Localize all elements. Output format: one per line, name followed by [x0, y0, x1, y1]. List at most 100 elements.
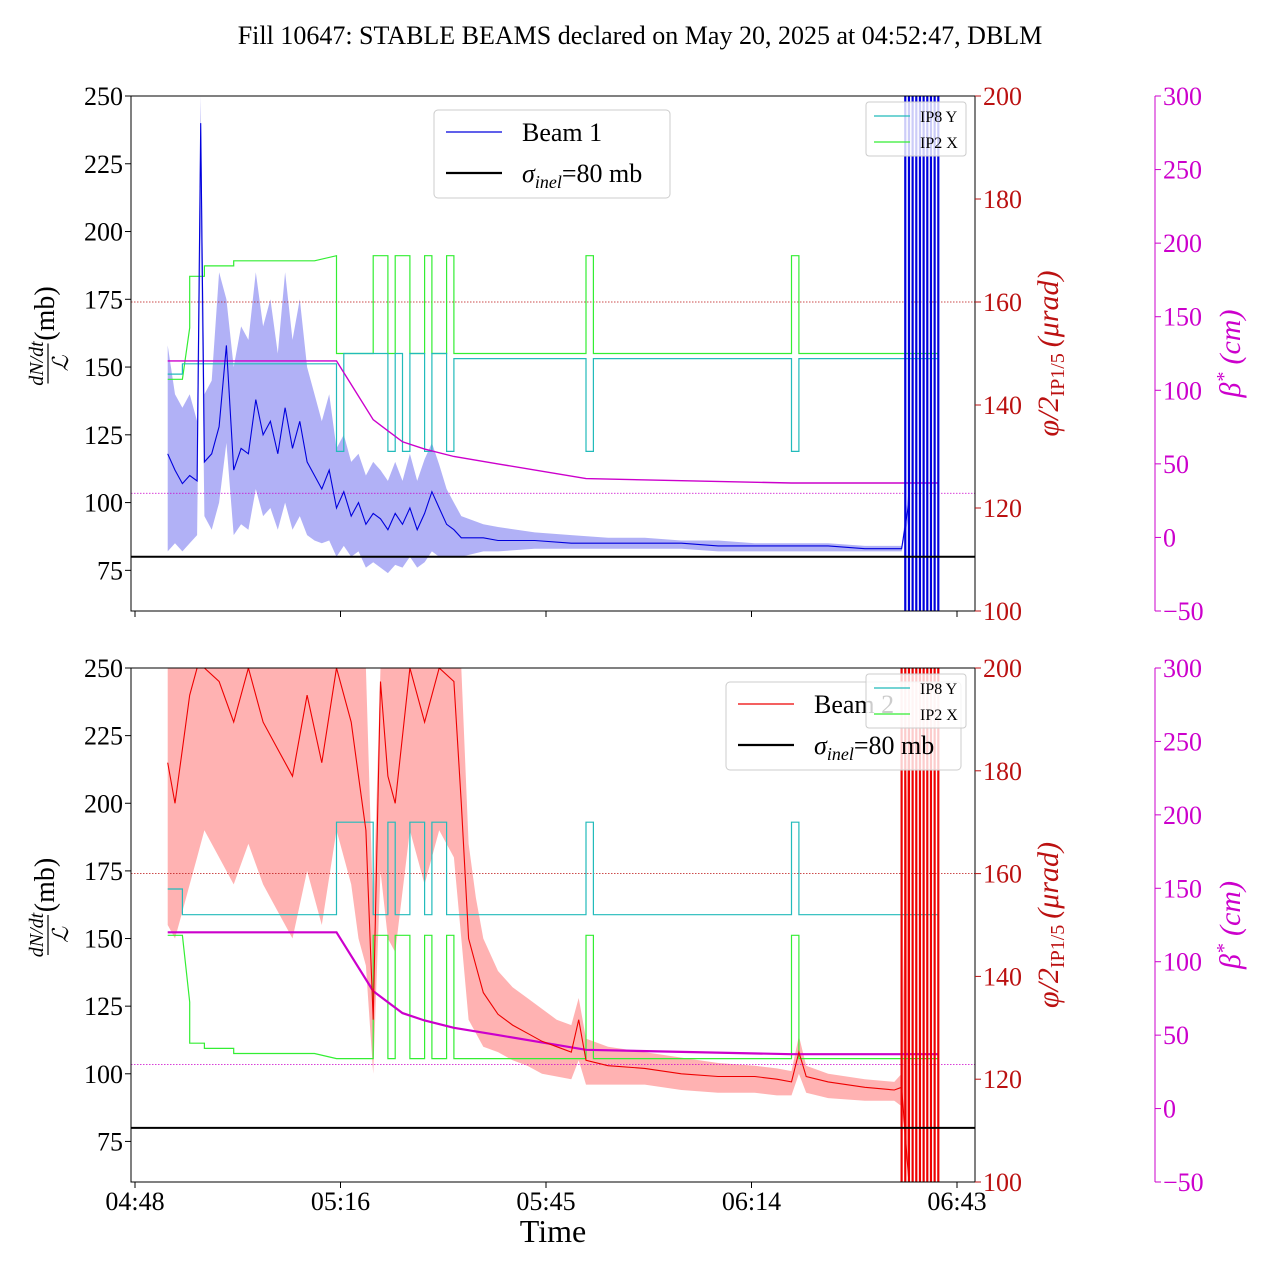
crossing-tick-label: 200	[983, 654, 1022, 683]
small-legend-label: IP2 X	[920, 707, 958, 724]
small-legend-label: IP2 X	[920, 135, 958, 152]
legend-label: Beam 1	[522, 118, 602, 147]
small-legend: IP8 Y IP2 X	[865, 101, 967, 157]
beta-label-sup: *	[1213, 373, 1235, 383]
y-tick-label: 200	[84, 789, 123, 818]
y-tick-label: 200	[84, 218, 123, 247]
legend-label-tail: =80 mb	[854, 731, 934, 760]
x-tick-label: 04:48	[105, 1187, 164, 1216]
legend-label-tail: =80 mb	[562, 159, 642, 188]
beam1-panel: 75 100 125 150 175 200 225 250 100 120 140 160 180 20…	[26, 82, 1247, 626]
y-tick-label: 150	[84, 353, 123, 382]
beta-label-unit: (cm)	[1214, 881, 1247, 936]
legend-label-sub: inel	[535, 172, 562, 192]
y-axis-label: dN/dt ℒ (mb)	[26, 286, 73, 385]
y-tick-label: 225	[84, 150, 123, 179]
beta-tick-label: 150	[1163, 874, 1202, 903]
legend-label-main: σ	[814, 731, 828, 760]
x-tick-label: 05:45	[516, 1187, 575, 1216]
crossing-tick-label: 180	[983, 185, 1022, 214]
crossing-label-main: φ/2	[1032, 968, 1065, 1008]
beam2-panel: 75 100 125 150 175 200 225 250 100 120 140 160 180 20…	[26, 654, 1247, 1197]
legend-label-sub: inel	[827, 744, 854, 764]
beta-tick-label: 250	[1163, 156, 1202, 185]
x-tick-label: 05:16	[311, 1187, 370, 1216]
beta-tick-label: 200	[1163, 229, 1202, 258]
y-tick-label: 125	[84, 421, 123, 450]
crossing-axis-label: φ/2IP1/5 (μrad)	[1032, 270, 1069, 436]
y-tick-label: 175	[84, 285, 123, 314]
y-tick-label: 75	[97, 556, 123, 585]
y-label-denominator: ℒ	[48, 354, 73, 371]
crossing-axis-label: φ/2IP1/5 (μrad)	[1032, 842, 1069, 1008]
y-axis-label: dN/dt ℒ (mb)	[26, 858, 73, 957]
beta-star-series	[167, 360, 939, 484]
legend-label-main: σ	[522, 159, 536, 188]
ip8y-crossing-series	[167, 821, 939, 916]
beta-tick-label: 100	[1163, 376, 1202, 405]
plot-frame	[130, 95, 976, 612]
crossing-tick-label: 100	[983, 1168, 1022, 1197]
crossing-label-unit: (μrad)	[1032, 842, 1065, 919]
y-tick-label: 175	[84, 857, 123, 886]
crossing-tick-label: 100	[983, 597, 1022, 626]
beta-tick-label: 200	[1163, 801, 1202, 830]
chart-title: Fill 10647: STABLE BEAMS declared on May…	[238, 21, 1043, 50]
beta-tick-label: 300	[1163, 82, 1202, 111]
y-tick-label: 125	[84, 992, 123, 1021]
beta-axis-label: β* (cm)	[1213, 881, 1247, 970]
beta-tick-label: 100	[1163, 948, 1202, 977]
crossing-label-main: φ/2	[1032, 397, 1065, 437]
legend-label: σinel=80 mb	[522, 159, 642, 192]
y-label-denominator: ℒ	[48, 926, 73, 943]
beta-label-main: β	[1214, 954, 1247, 970]
y-tick-label: 75	[97, 1127, 123, 1156]
crossing-tick-label: 200	[983, 82, 1022, 111]
small-legend: IP8 Y IP2 X	[865, 673, 967, 729]
beta-label-unit: (cm)	[1214, 310, 1247, 365]
crossing-label-unit: (μrad)	[1032, 270, 1065, 347]
crossing-tick-label: 120	[983, 1065, 1022, 1094]
beta-axis-label: β* (cm)	[1213, 310, 1247, 399]
y-label-numerator: dN/dt	[26, 341, 48, 386]
beta-tick-label: 0	[1163, 523, 1176, 552]
plot-frame	[130, 667, 976, 1183]
legend-label: σinel=80 mb	[814, 731, 934, 764]
y-tick-label: 150	[84, 925, 123, 954]
crossing-tick-label: 160	[983, 860, 1022, 889]
crossing-tick-label: 140	[983, 962, 1022, 991]
ip2x-crossing-series	[167, 934, 939, 1060]
loss-series-line	[167, 668, 910, 1182]
crossing-label-sub: IP1/5	[1047, 353, 1069, 396]
y-tick-label: 250	[84, 654, 123, 683]
y-label-numerator: dN/dt	[26, 912, 48, 957]
beta-star-series	[167, 931, 939, 1056]
x-axis-label: Time	[520, 1213, 586, 1249]
beta-tick-label: 0	[1163, 1095, 1176, 1124]
beta-tick-label: 150	[1163, 303, 1202, 332]
ip8y-crossing-series	[167, 352, 939, 452]
beta-tick-label: 50	[1163, 1021, 1189, 1050]
crossing-tick-label: 140	[983, 391, 1022, 420]
beta-tick-label: 300	[1163, 654, 1202, 683]
y-tick-label: 225	[84, 722, 123, 751]
beta-tick-label: 50	[1163, 450, 1189, 479]
beta-label-main: β	[1214, 382, 1247, 398]
beta-tick-label: 250	[1163, 727, 1202, 756]
loss-series-line	[167, 123, 910, 550]
legend: Beam 1 σinel=80 mb	[433, 109, 671, 199]
beta-label-sup: *	[1213, 944, 1235, 954]
y-tick-label: 100	[84, 489, 123, 518]
y-label-unit: (mb)	[30, 858, 61, 912]
ip2x-crossing-series	[167, 254, 939, 380]
beta-tick-label: −50	[1163, 597, 1204, 626]
x-tick-label: 06:14	[722, 1187, 781, 1216]
beta-tick-label: −50	[1163, 1168, 1204, 1197]
legend-label-main: Beam 1	[522, 118, 602, 147]
small-legend-label: IP8 Y	[920, 109, 958, 126]
crossing-label-sub: IP1/5	[1047, 925, 1069, 968]
plot-area	[131, 96, 975, 611]
time-axis: 04:48 05:16 05:45 06:14 06:43	[105, 1187, 986, 1216]
loss-uncertainty-band	[167, 668, 909, 1182]
crossing-tick-label: 120	[983, 494, 1022, 523]
